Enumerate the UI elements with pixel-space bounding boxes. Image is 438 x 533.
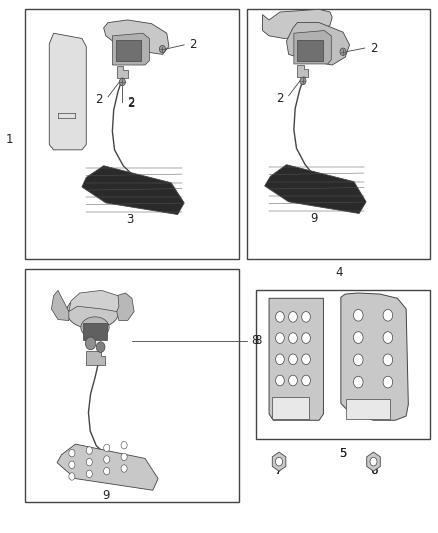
Circle shape: [383, 376, 392, 388]
Polygon shape: [117, 66, 127, 78]
Circle shape: [289, 375, 297, 386]
Circle shape: [159, 45, 166, 53]
Circle shape: [302, 333, 311, 343]
Polygon shape: [113, 33, 149, 65]
Polygon shape: [286, 22, 350, 65]
Circle shape: [340, 48, 346, 55]
Polygon shape: [86, 351, 105, 365]
Ellipse shape: [67, 294, 119, 329]
Circle shape: [85, 337, 96, 350]
Polygon shape: [104, 20, 169, 54]
Text: 6: 6: [370, 464, 377, 477]
Circle shape: [119, 78, 125, 86]
Text: 2: 2: [95, 93, 102, 106]
Circle shape: [96, 342, 105, 352]
Polygon shape: [57, 444, 158, 490]
Circle shape: [104, 444, 110, 451]
Circle shape: [276, 457, 283, 466]
Circle shape: [104, 456, 110, 463]
Circle shape: [302, 312, 311, 322]
Circle shape: [69, 473, 75, 480]
Polygon shape: [269, 298, 323, 420]
Text: 8: 8: [251, 334, 258, 347]
Polygon shape: [297, 65, 308, 77]
Polygon shape: [341, 293, 408, 420]
Circle shape: [121, 453, 127, 461]
Text: 9: 9: [310, 212, 318, 225]
Circle shape: [276, 354, 284, 365]
Bar: [25, 269, 239, 503]
Circle shape: [353, 310, 363, 321]
Text: 2: 2: [370, 42, 378, 54]
Text: 5: 5: [339, 447, 347, 459]
Text: 6: 6: [370, 464, 377, 477]
Circle shape: [353, 332, 363, 343]
Circle shape: [276, 333, 284, 343]
Circle shape: [104, 467, 110, 475]
Polygon shape: [117, 293, 134, 320]
Text: 2: 2: [189, 38, 197, 51]
Polygon shape: [69, 290, 119, 312]
Bar: [83, 322, 107, 340]
Bar: [247, 10, 430, 259]
Text: 5: 5: [339, 447, 347, 459]
Circle shape: [69, 461, 75, 469]
Circle shape: [276, 312, 284, 322]
Circle shape: [289, 354, 297, 365]
Circle shape: [86, 447, 92, 454]
Bar: [25, 10, 239, 259]
Bar: [272, 398, 309, 419]
Text: 9: 9: [102, 489, 110, 502]
Text: 1: 1: [5, 133, 13, 146]
Circle shape: [383, 354, 392, 366]
Text: 7: 7: [276, 464, 283, 477]
Circle shape: [383, 332, 392, 343]
Text: 2: 2: [127, 95, 135, 109]
Circle shape: [121, 465, 127, 472]
Circle shape: [353, 376, 363, 388]
Circle shape: [383, 310, 392, 321]
Circle shape: [300, 77, 306, 85]
Text: 4: 4: [335, 266, 343, 279]
Circle shape: [276, 375, 284, 386]
Text: 7: 7: [276, 464, 283, 477]
Polygon shape: [49, 33, 86, 150]
Circle shape: [86, 470, 92, 478]
Polygon shape: [51, 290, 69, 320]
Polygon shape: [294, 30, 331, 64]
Text: 2: 2: [276, 92, 283, 105]
Polygon shape: [265, 165, 366, 214]
Polygon shape: [82, 166, 184, 215]
Text: 3: 3: [126, 213, 134, 227]
Text: 2: 2: [127, 96, 135, 110]
Ellipse shape: [81, 317, 109, 338]
Circle shape: [289, 333, 297, 343]
Bar: [346, 399, 390, 419]
Polygon shape: [367, 452, 380, 471]
Text: 8: 8: [254, 334, 262, 347]
Circle shape: [302, 354, 311, 365]
Circle shape: [370, 457, 377, 466]
Polygon shape: [262, 10, 332, 38]
Circle shape: [121, 441, 127, 449]
Circle shape: [86, 458, 92, 466]
Polygon shape: [272, 452, 286, 471]
Circle shape: [69, 449, 75, 457]
Circle shape: [302, 375, 311, 386]
Bar: [297, 39, 323, 61]
Bar: [256, 290, 430, 439]
Circle shape: [289, 312, 297, 322]
Bar: [116, 40, 141, 61]
Circle shape: [353, 354, 363, 366]
